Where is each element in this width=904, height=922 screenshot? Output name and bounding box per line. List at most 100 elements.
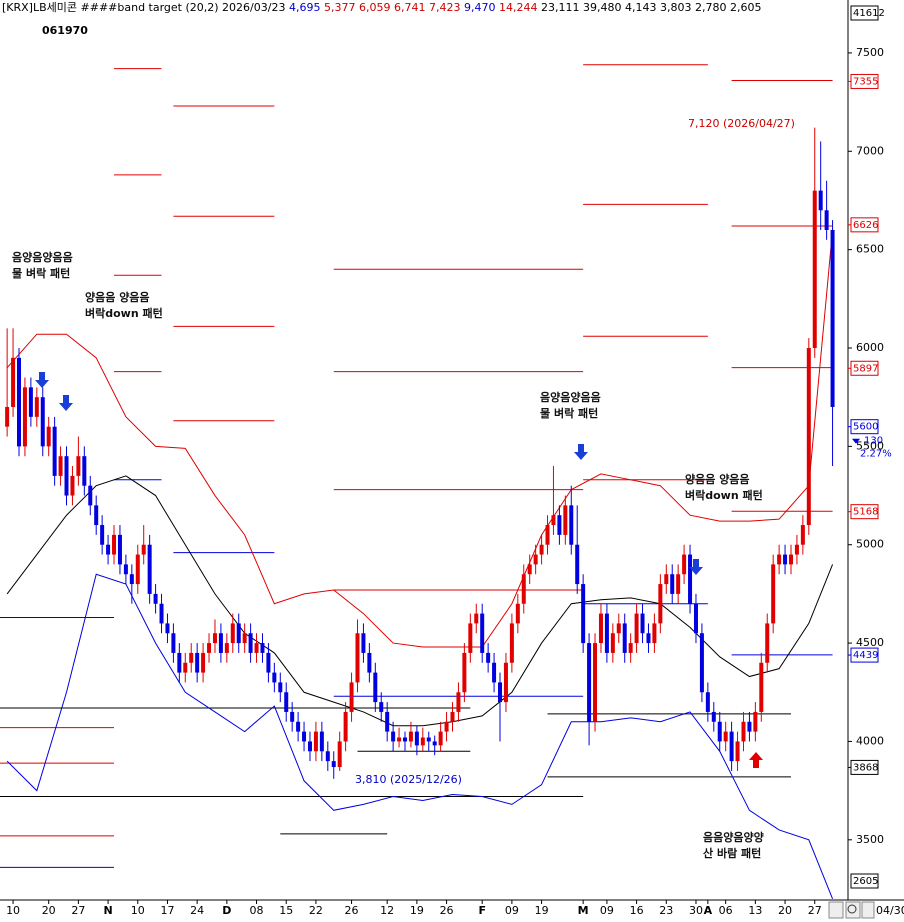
candle-body [284,692,289,712]
toolbar [828,901,875,919]
y-tick-label: 7500 [856,46,884,59]
candle-body [765,623,770,663]
price-label-box [850,647,879,663]
candle-body [355,633,360,683]
candle-body [509,623,514,663]
top-label-box [850,5,879,21]
candle-body [593,643,598,722]
annotation: 음양음양음음 물 벼락 패턴 양음음 양음음 벼락down 패턴 음양음양음음 … [12,250,764,860]
low-label: 3,810 (2025/12/26) [355,773,462,786]
annotation-line: 양음음 양음음 [85,290,150,304]
candle-body [794,544,799,555]
stock-code: 061970 [42,24,88,37]
candle-body [11,357,16,408]
x-tick-label: 17 [160,904,174,917]
candle-body [503,662,508,703]
price-label: 5897 [853,363,878,374]
plot-area [0,64,835,900]
header-part: 23,111 [541,1,580,14]
candle-body [123,564,128,575]
price-label: 5168 [853,507,878,518]
candle-body [46,426,51,447]
x-tick-label: F [478,904,486,917]
candle-body [800,525,805,545]
candle-body [70,475,75,496]
x-tick-label: D [222,904,231,917]
candle-body [735,741,740,762]
annotation-line: 물 벼락 패턴 [12,266,70,280]
candle-body [189,652,194,663]
header-part: 2,605 [730,1,762,14]
x-tick-label: 12 [380,904,394,917]
candle-body [711,711,716,722]
price-label-box [850,73,879,89]
candle-body [17,357,22,447]
arrows [35,372,763,768]
x-tick-label: 16 [630,904,644,917]
down-arrow [35,372,49,388]
candle-body [539,544,544,555]
candle-body [319,731,324,752]
annotation-line: 벼락down 패턴 [85,306,163,320]
candle-body [5,407,10,427]
candle-body [492,662,497,683]
candle-body [717,721,722,742]
y-tick-label: 7000 [856,144,884,157]
candle-body [545,525,550,545]
candle-body [498,682,503,703]
candle-body [177,652,182,673]
candle-body [420,737,425,746]
y-tick-label: 5000 [856,538,884,551]
band-line [6,229,834,648]
candle-body [135,554,140,585]
candle-body [88,485,93,506]
candle-body [426,737,431,742]
price-label-box [850,419,879,435]
x-tick-label: N [103,904,112,917]
candle-body [207,643,212,653]
button[interactable] [861,901,875,919]
x-tick-label: 13 [748,904,762,917]
candle-body [634,613,639,644]
candle-body [474,613,479,624]
candle-body [28,387,33,417]
candle-body [82,456,87,486]
candle-body [682,554,687,575]
candle-body [254,643,259,653]
candle-body [747,721,752,732]
candle-body [664,574,669,585]
candle-body [242,633,247,644]
candle-body [616,623,621,634]
candle-body [462,652,467,693]
annotation-line: 음양음양음음 [12,250,73,264]
price-label-box [850,504,879,520]
candle-body [622,623,627,653]
price-label: 5600 [853,422,878,433]
last-date: 04/30 [876,904,904,917]
candle-body [788,554,793,565]
candle-body [278,682,283,693]
candle-body [670,574,675,594]
candle-body [741,721,746,742]
price-label: 6626 [853,220,878,231]
candle-body [759,662,764,712]
candle-body [456,692,461,712]
button[interactable] [828,901,844,919]
change: 130 [864,436,883,447]
x-tick-label: 10 [131,904,145,917]
header-part: 3,803 [660,1,692,14]
header-part: 6,059 [359,1,391,14]
y-tick-label: 6500 [856,243,884,256]
candle-body [575,544,580,585]
candle-body [771,564,776,624]
y-tick-label: 6000 [856,341,884,354]
candle-body [112,534,117,555]
x-tick-label: 08 [250,904,264,917]
header: [KRX]LB세미콘 ####band target (20,2) 2026/0… [2,1,761,14]
header-part: 5,377 [324,1,356,14]
x-tick-label: 10 [6,904,20,917]
candle-body [812,190,817,348]
header-part: 7,423 [429,1,461,14]
candle-body [480,613,485,653]
